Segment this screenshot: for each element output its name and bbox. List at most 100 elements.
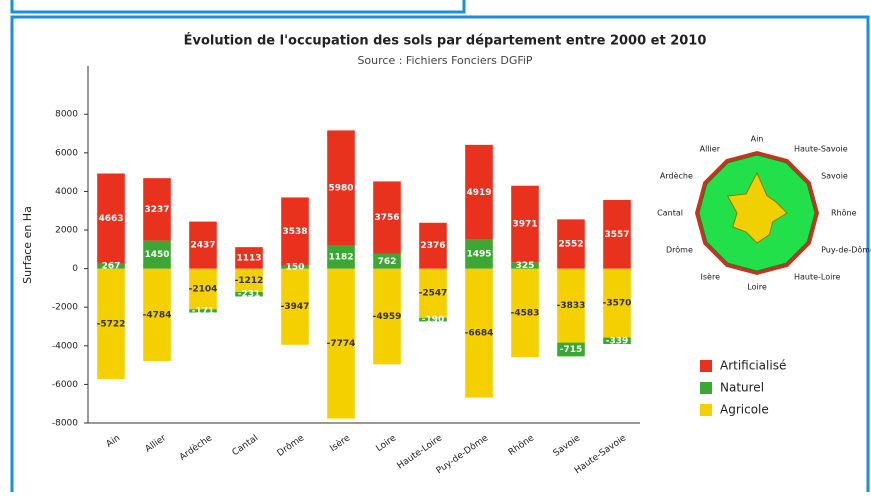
chart-title: Évolution de l'occupation des sols par d… [184, 33, 707, 49]
data-label: 3756 [374, 213, 399, 223]
bar-segment [281, 265, 309, 269]
data-label: 1495 [466, 250, 491, 260]
radar-label: Cantal [657, 209, 683, 218]
radar-label: Drôme [666, 245, 693, 255]
legend-label: Naturel [720, 381, 764, 395]
bar-segment [327, 245, 355, 269]
bar-segment [189, 309, 217, 313]
legend-label: Agricole [720, 403, 769, 417]
bar-segment [557, 342, 585, 357]
radar-label: Loire [747, 283, 767, 292]
y-tick-label: 8000 [55, 110, 78, 120]
data-label: -231 [238, 290, 261, 300]
data-label: -1212 [235, 276, 264, 286]
radar-label: Ain [751, 135, 764, 144]
x-tick-label: Ain [105, 433, 123, 449]
legend-label: Artificialisé [720, 359, 786, 373]
data-label: -715 [560, 345, 583, 355]
bar-segment [143, 178, 171, 241]
bar-segment [143, 268, 171, 361]
data-label: -3570 [603, 299, 632, 309]
bar-segment [603, 199, 631, 269]
data-label: 5980 [328, 184, 353, 194]
bar-segment [419, 317, 447, 322]
legend-swatch [700, 404, 712, 416]
bar-segment [373, 268, 401, 365]
bar-segment [327, 130, 355, 246]
x-tick-label: Puy-de-Dôme [434, 432, 490, 476]
bar-segment [557, 268, 585, 343]
radar-label: Isère [701, 272, 721, 282]
data-label: 762 [378, 257, 397, 267]
y-tick-label: -8000 [52, 419, 78, 429]
data-label: -4959 [373, 312, 402, 322]
y-tick-label: -2000 [52, 303, 78, 313]
bar-segment [97, 263, 125, 269]
bar-segment [281, 268, 309, 345]
chart-frame [10, 15, 870, 496]
data-label: 3538 [282, 227, 307, 237]
bar-segment [511, 185, 539, 263]
data-label: 3971 [512, 220, 537, 230]
data-label: 2437 [190, 241, 215, 251]
data-label: 1113 [236, 253, 261, 263]
data-label: -6684 [465, 329, 494, 339]
radar-label: Puy-de-Dôme [821, 245, 871, 255]
chart-subtitle: Source : Fichiers Fonciers DGFiP [357, 54, 532, 67]
y-tick-label: 0 [72, 264, 78, 274]
data-label: -190 [422, 315, 445, 325]
x-tick-label: Ardèche [177, 432, 214, 463]
bar-segment [557, 219, 585, 269]
bar-segment [511, 262, 539, 269]
bar-segment [419, 222, 447, 269]
x-tick-label: Rhône [506, 432, 536, 458]
top-frame [10, 0, 466, 14]
y-tick-label: 2000 [55, 226, 78, 236]
radar [695, 151, 819, 275]
data-label: 2552 [558, 239, 583, 249]
bar-segment [327, 268, 355, 419]
data-label: -5722 [97, 319, 126, 329]
y-tick-label: 6000 [55, 148, 78, 158]
x-tick-label: Haute-Savoie [573, 433, 629, 476]
bar-segment [465, 144, 493, 240]
bar-segment [97, 268, 125, 380]
data-label: -3833 [557, 301, 586, 311]
data-label: 1450 [144, 250, 169, 260]
bar-segment [419, 268, 447, 318]
bar-segment [235, 247, 263, 269]
data-label: 1182 [328, 253, 353, 263]
bar-segment [465, 239, 493, 269]
bar-segment [373, 253, 401, 269]
radar-label: Rhône [831, 208, 857, 218]
data-label: -3947 [281, 302, 310, 312]
data-label: 267 [102, 262, 121, 272]
data-label: -7774 [327, 339, 356, 349]
y-axis-label: Surface en Ha [21, 206, 34, 284]
data-label: 3557 [604, 230, 629, 240]
bar-segment [143, 240, 171, 269]
bar-segment [511, 268, 539, 358]
x-tick-label: Loire [374, 433, 398, 454]
data-label: 325 [516, 261, 535, 271]
data-label: -2104 [189, 284, 218, 294]
legend-swatch [700, 360, 712, 372]
data-label: -2547 [419, 289, 448, 299]
x-tick-label: Cantal [231, 433, 261, 458]
radar-label: Haute-Savoie [794, 144, 848, 153]
data-label: -4583 [511, 308, 540, 318]
radar-label: Ardèche [660, 171, 693, 181]
bar-segment [235, 292, 263, 297]
radar-label: Savoie [821, 172, 848, 181]
data-label: -339 [606, 336, 629, 346]
data-label: 4663 [98, 214, 123, 224]
bar-segment [189, 268, 217, 310]
bar-segment [603, 337, 631, 345]
radar-area [726, 171, 788, 244]
data-label: -4784 [143, 310, 172, 320]
radar-label: Allier [700, 144, 721, 153]
bar-segment [97, 173, 125, 264]
y-tick-label: 4000 [55, 187, 78, 197]
x-tick-label: Drôme [275, 432, 306, 459]
